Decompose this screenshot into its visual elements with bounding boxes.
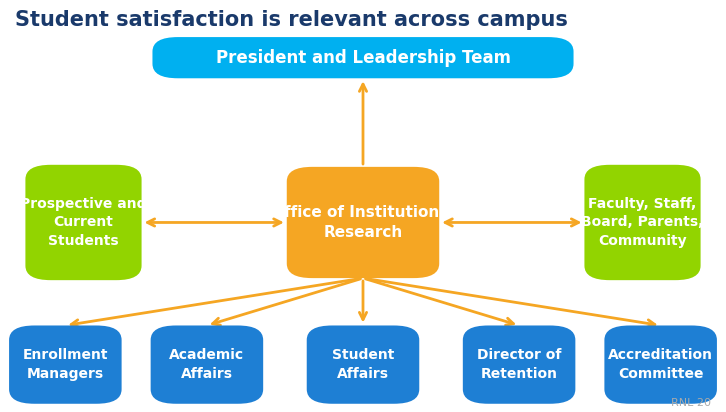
FancyBboxPatch shape <box>25 165 142 280</box>
FancyBboxPatch shape <box>151 325 263 404</box>
Text: Accreditation
Committee: Accreditation Committee <box>608 349 713 381</box>
Text: Office of Institutional
Research: Office of Institutional Research <box>271 205 455 240</box>
Text: Student
Affairs: Student Affairs <box>332 349 394 381</box>
FancyBboxPatch shape <box>307 325 420 404</box>
Text: Prospective and
Current
Students: Prospective and Current Students <box>20 197 147 248</box>
Text: Academic
Affairs: Academic Affairs <box>169 349 245 381</box>
FancyBboxPatch shape <box>604 325 717 404</box>
Text: RNL 20: RNL 20 <box>672 398 711 408</box>
FancyBboxPatch shape <box>9 325 121 404</box>
FancyBboxPatch shape <box>584 165 701 280</box>
FancyBboxPatch shape <box>287 167 439 278</box>
Text: President and Leadership Team: President and Leadership Team <box>216 49 510 67</box>
FancyBboxPatch shape <box>152 37 574 78</box>
Text: Enrollment
Managers: Enrollment Managers <box>23 349 108 381</box>
FancyBboxPatch shape <box>463 325 576 404</box>
Text: Director of
Retention: Director of Retention <box>477 349 561 381</box>
Text: Student satisfaction is relevant across campus: Student satisfaction is relevant across … <box>15 10 568 30</box>
Text: Faculty, Staff,
Board, Parents,
Community: Faculty, Staff, Board, Parents, Communit… <box>582 197 703 248</box>
